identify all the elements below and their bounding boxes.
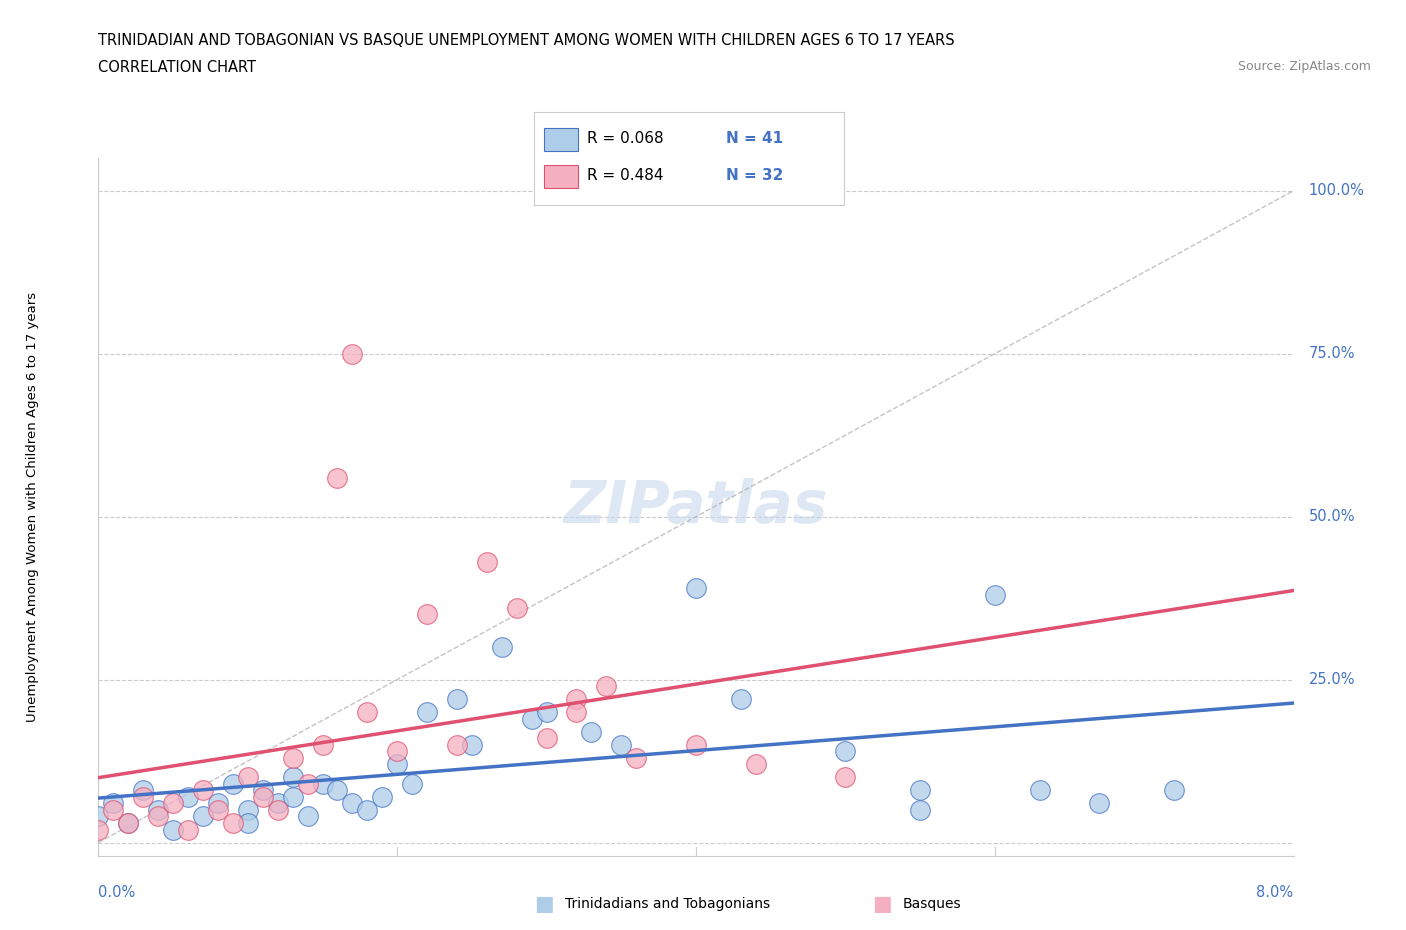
Text: 50.0%: 50.0% [1309,509,1355,525]
Text: CORRELATION CHART: CORRELATION CHART [98,60,256,75]
Point [281,790,304,804]
Point [236,770,259,785]
Point [148,809,170,824]
Point [356,705,378,720]
Text: Trinidadians and Tobagonians: Trinidadians and Tobagonians [565,897,770,911]
Text: ZIPatlas: ZIPatlas [564,478,828,536]
Point [536,705,558,720]
Point [236,803,259,817]
Point [281,770,304,785]
Text: N = 32: N = 32 [725,168,783,183]
Point [745,757,768,772]
Point [416,705,439,720]
Point [565,705,588,720]
Point [87,809,110,824]
Point [356,803,378,817]
Point [191,809,214,824]
Text: R = 0.484: R = 0.484 [586,168,664,183]
Point [281,751,304,765]
Point [148,803,170,817]
Point [461,737,484,752]
Point [207,796,229,811]
Point [311,737,333,752]
Point [685,737,707,752]
Point [311,777,333,791]
Point [536,731,558,746]
Point [416,607,439,622]
Point [491,640,513,655]
Point [162,822,184,837]
Text: 8.0%: 8.0% [1257,885,1294,900]
Point [385,744,409,759]
Bar [544,128,578,152]
Point [610,737,633,752]
Point [730,692,752,707]
Point [1088,796,1111,811]
Point [267,803,290,817]
Text: N = 41: N = 41 [725,131,783,146]
Point [342,346,364,361]
Point [371,790,394,804]
Point [207,803,229,817]
Point [87,822,110,837]
Point [908,783,931,798]
Point [177,822,200,837]
Point [177,790,200,804]
Text: 0.0%: 0.0% [98,885,135,900]
Point [401,777,423,791]
Point [342,796,364,811]
Point [506,601,529,616]
Point [520,711,543,726]
Point [222,816,245,830]
Text: 100.0%: 100.0% [1309,183,1364,198]
Point [908,803,931,817]
Point [132,790,155,804]
Point [222,777,245,791]
Point [297,777,319,791]
Point [252,790,274,804]
Point [191,783,214,798]
Text: Source: ZipAtlas.com: Source: ZipAtlas.com [1237,60,1371,73]
Text: Basques: Basques [903,897,962,911]
Point [624,751,647,765]
Text: ■: ■ [872,894,891,914]
Point [1163,783,1185,798]
Point [581,724,603,739]
Text: Unemployment Among Women with Children Ages 6 to 17 years: Unemployment Among Women with Children A… [27,292,39,722]
Text: R = 0.068: R = 0.068 [586,131,664,146]
Text: ■: ■ [534,894,554,914]
Point [132,783,155,798]
Bar [544,166,578,189]
Text: TRINIDADIAN AND TOBAGONIAN VS BASQUE UNEMPLOYMENT AMONG WOMEN WITH CHILDREN AGES: TRINIDADIAN AND TOBAGONIAN VS BASQUE UNE… [98,33,955,47]
Point [834,744,856,759]
Point [475,555,498,570]
Point [236,816,259,830]
Point [326,470,349,485]
Point [565,692,588,707]
Point [595,679,617,694]
Point [446,737,468,752]
Point [103,796,125,811]
Point [162,796,184,811]
Point [117,816,139,830]
Point [834,770,856,785]
Text: 75.0%: 75.0% [1309,346,1355,361]
Point [685,581,707,596]
Point [103,803,125,817]
Point [267,796,290,811]
Point [446,692,468,707]
Point [326,783,349,798]
Point [385,757,409,772]
Point [252,783,274,798]
Point [983,588,1005,603]
Point [1028,783,1050,798]
Point [297,809,319,824]
Text: 25.0%: 25.0% [1309,672,1355,687]
Point [117,816,139,830]
